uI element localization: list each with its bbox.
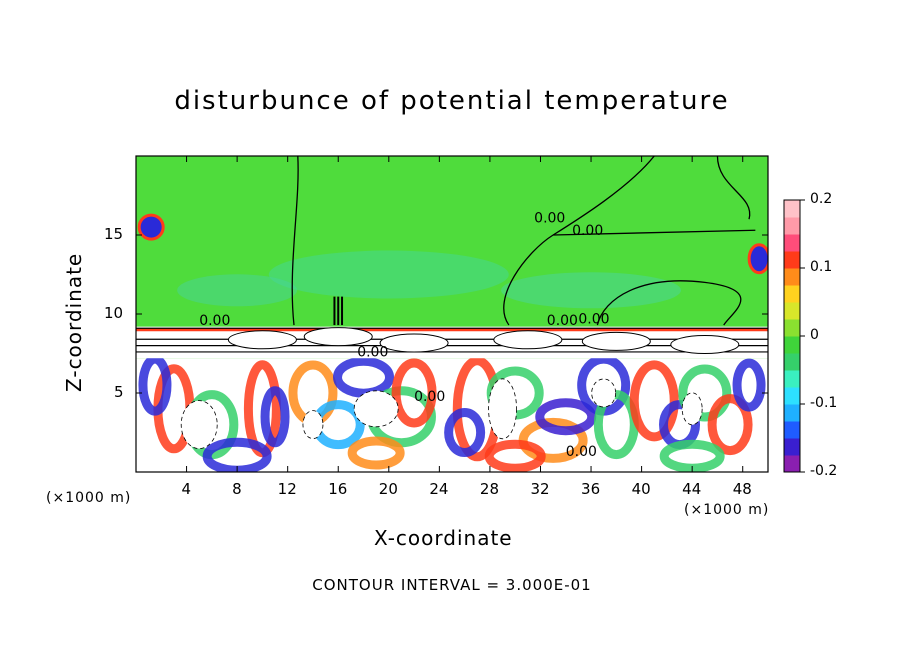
colorbar-tick-label: 0.2 — [810, 191, 833, 207]
cloud-top-contour — [379, 333, 449, 353]
x-tick-label: 36 — [581, 480, 601, 498]
turbulent-cell — [707, 394, 753, 456]
turbulent-cell — [535, 398, 597, 436]
z-tick-label: 15 — [104, 225, 124, 243]
x-axis-title: X-coordinate — [374, 526, 513, 550]
colorbar-swatch — [784, 404, 800, 422]
cold-core — [302, 410, 324, 440]
turbulent-cell — [444, 408, 486, 457]
cloud-top-contour — [670, 335, 740, 355]
colorbar-swatch — [784, 353, 800, 371]
turbulent-cell — [678, 364, 732, 422]
contour-interval-note: CONTOUR INTERVAL = 3.000E-01 — [312, 576, 592, 594]
x-tick-label: 24 — [429, 480, 449, 498]
colorbar-tick-label: 0 — [810, 327, 819, 343]
z-unit-label: (×1000 m) — [46, 490, 132, 506]
colorbar-swatch — [784, 336, 800, 354]
cool-patch — [268, 250, 509, 299]
colorbar-swatch — [784, 200, 800, 218]
z-axis-title: Z-coordinate — [62, 252, 86, 392]
turbulent-cell — [391, 358, 437, 428]
colorbar-tick-label: -0.2 — [810, 463, 838, 479]
contour-label: 0.00 — [547, 313, 578, 329]
cloud-top-contour — [493, 330, 563, 350]
colorbar-swatch — [784, 438, 800, 456]
colorbar-swatch — [784, 268, 800, 286]
x-tick-label: 32 — [530, 480, 550, 498]
turbulent-cell — [347, 436, 405, 470]
field-layer — [136, 156, 768, 472]
cold-core — [353, 390, 399, 428]
cold-core — [180, 400, 218, 450]
x-tick-label: 44 — [682, 480, 702, 498]
x-unit-label: (×1000 m) — [684, 502, 770, 518]
cloud-top-contour — [303, 327, 373, 347]
turbulent-cell — [732, 358, 766, 412]
z-tick-label: 10 — [104, 304, 124, 322]
cold-core — [681, 392, 703, 426]
cold-core — [488, 378, 517, 440]
x-tick-label: 48 — [732, 480, 752, 498]
turbulent-cell — [333, 356, 395, 398]
colorbar-swatch — [784, 455, 800, 473]
colorbar-tick-label: -0.1 — [810, 395, 838, 411]
cold-core — [591, 378, 617, 408]
edge-spot — [137, 213, 165, 241]
cloud-top-contour — [581, 331, 651, 351]
x-tick-label: 40 — [631, 480, 651, 498]
contour-label: 0.00 — [199, 313, 230, 329]
x-tick-label: 20 — [378, 480, 398, 498]
contour-label: 0.00 — [572, 223, 603, 239]
edge-spot — [747, 243, 768, 275]
z-tick-label: 5 — [114, 383, 124, 401]
x-tick-label: 16 — [328, 480, 348, 498]
colorbar-swatch — [784, 302, 800, 320]
contour-label: 0.00 — [566, 444, 597, 460]
x-tick-label: 8 — [232, 480, 242, 498]
contour-label: 0.00 — [357, 345, 388, 361]
colorbar-swatch — [784, 217, 800, 235]
zero-contour — [596, 280, 742, 326]
contour-label: 0.00 — [578, 311, 609, 327]
chart-title: disturbunce of potential temperature — [174, 86, 730, 116]
colorbar-swatch — [784, 387, 800, 405]
cool-patch — [501, 272, 682, 309]
x-tick-label: 4 — [181, 480, 192, 498]
contour-label: 0.00 — [534, 210, 565, 226]
x-tick-label: 12 — [277, 480, 297, 498]
colorbar-swatch — [784, 319, 800, 337]
contour-label: 0.00 — [414, 389, 445, 405]
zero-contour — [553, 229, 756, 236]
colorbar-swatch — [784, 285, 800, 303]
zero-contour — [716, 156, 751, 220]
colorbar-tick-label: 0.1 — [810, 259, 833, 275]
colorbar-swatch — [784, 234, 800, 252]
cloud-top-contour — [227, 330, 297, 350]
cool-patch — [177, 274, 298, 307]
turbulent-cell — [260, 386, 290, 448]
turbulent-cell — [138, 354, 172, 416]
colorbar-swatch — [784, 370, 800, 388]
colorbar-swatch — [784, 421, 800, 439]
x-tick-label: 28 — [479, 480, 499, 498]
zero-contour — [291, 156, 299, 326]
turbulent-cell — [484, 439, 546, 472]
colorbar-swatch — [784, 251, 800, 269]
